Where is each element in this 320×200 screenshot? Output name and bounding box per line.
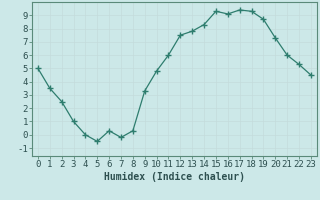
X-axis label: Humidex (Indice chaleur): Humidex (Indice chaleur) bbox=[104, 172, 245, 182]
